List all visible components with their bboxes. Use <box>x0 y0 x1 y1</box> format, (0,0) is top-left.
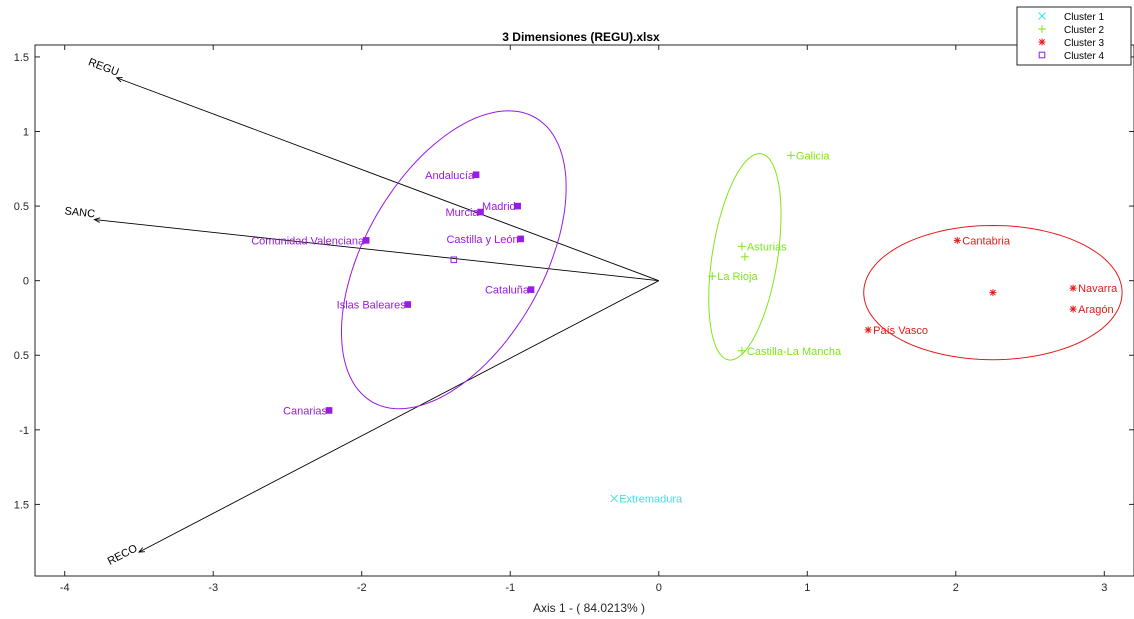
legend-marker-cluster-2 <box>1038 25 1046 33</box>
point-navarra <box>1069 284 1077 292</box>
point-canarias <box>325 407 333 414</box>
vector-arrowhead <box>137 547 145 553</box>
point-la-rioja <box>708 272 717 281</box>
ellipse-cluster-3 <box>863 224 1123 361</box>
chart-title: 3 Dimensiones (REGU).xlsx <box>502 30 660 44</box>
point-pais-vasco <box>864 326 872 334</box>
legend-entry-cluster-2: Cluster 2 <box>1064 25 1104 36</box>
vector-label-sanc: SANC <box>64 205 96 220</box>
point-label-extremadura: Extremadura <box>619 493 683 505</box>
point-label-cantabria: Cantabria <box>962 235 1011 247</box>
legend-marker-cluster-1 <box>1038 12 1046 20</box>
centroid-cluster-3 <box>989 289 997 297</box>
point-label-murcia: Murcia <box>446 207 480 219</box>
ellipse-cluster-2 <box>708 153 782 361</box>
vector-sanc <box>94 219 659 282</box>
point-galicia <box>786 151 795 160</box>
x-tick-label: 2 <box>953 582 959 594</box>
x-tick-label: 1 <box>804 582 810 594</box>
legend-entry-cluster-1: Cluster 1 <box>1064 12 1104 23</box>
point-label-madrid: Madrid <box>482 201 516 213</box>
x-tick-label: 0 <box>656 582 662 594</box>
point-label-castilla-la-mancha: Castilla-La Mancha <box>747 346 842 358</box>
point-label-cataluna: Cataluña <box>485 285 530 297</box>
point-castilla-la-mancha <box>737 346 746 355</box>
x-tick-label: 3 <box>1101 582 1107 594</box>
vector-regu <box>116 77 659 282</box>
legend-entry-cluster-3: Cluster 3 <box>1064 38 1104 49</box>
plot-area: -4 -3 -2 -1 0 1 2 31.510.500.5-11.5REGUSANCRECO… <box>14 44 1134 594</box>
point-label-la-rioja: La Rioja <box>717 271 758 283</box>
point-aragon <box>1069 305 1077 313</box>
point-label-islas-baleares: Islas Baleares <box>337 300 407 312</box>
point-murcia <box>477 208 484 216</box>
x-tick-label: -2 <box>357 582 367 594</box>
legend-box <box>1016 6 1132 66</box>
point-label-asturias: Asturias <box>747 241 787 253</box>
centroid-cluster-2 <box>740 252 749 261</box>
legend-entry-cluster-4: Cluster 4 <box>1064 51 1104 62</box>
point-label-pais-vasco: País Vasco <box>873 325 928 337</box>
point-label-castilla-y-leon: Castilla y León <box>446 234 518 246</box>
axes-box <box>34 44 1134 577</box>
point-label-canarias: Canarias <box>283 405 328 417</box>
y-tick-label: 0 <box>23 276 29 288</box>
point-extremadura <box>610 494 619 503</box>
point-label-andalucia: Andalucía <box>425 170 475 182</box>
y-tick-label: 0.5 <box>14 350 29 362</box>
point-cantabria <box>953 236 961 244</box>
vector-arrowhead <box>115 77 123 83</box>
legend: Cluster 1 Cluster 2 Cluster 3 Cluster 4 <box>1016 6 1132 66</box>
y-tick-label: 1.5 <box>14 52 29 64</box>
y-tick-label: 1.5 <box>14 499 29 511</box>
ellipse-cluster-4 <box>341 110 567 410</box>
y-tick-label: -1 <box>19 425 29 437</box>
point-label-navarra: Navarra <box>1078 283 1118 295</box>
legend-marker-cluster-3 <box>1038 38 1046 46</box>
x-axis-title: Axis 1 - ( 84.0213% ) <box>533 601 645 615</box>
vector-arrowhead <box>93 217 101 223</box>
point-cataluna <box>527 286 535 293</box>
centroid-cluster-4 <box>450 256 458 264</box>
x-tick-label: -4 <box>60 582 70 594</box>
point-comunidad-valenciana <box>362 237 370 244</box>
legend-marker-cluster-4 <box>1038 51 1046 59</box>
point-label-comunidad-valenciana: Comunidad Valenciana <box>251 235 365 247</box>
x-tick-label: -3 <box>208 582 218 594</box>
point-madrid <box>514 202 521 210</box>
point-castilla-y-leon <box>517 235 524 243</box>
point-andalucia <box>472 171 480 179</box>
vector-reco <box>138 280 659 553</box>
point-label-aragon: Aragón <box>1078 304 1113 316</box>
point-label-galicia: Galicia <box>796 150 831 162</box>
point-islas-baleares <box>404 301 412 308</box>
x-tick-label: -1 <box>505 582 515 594</box>
point-asturias <box>737 242 746 251</box>
y-tick-label: 1 <box>23 127 29 139</box>
y-tick-label: 0.5 <box>14 201 29 213</box>
